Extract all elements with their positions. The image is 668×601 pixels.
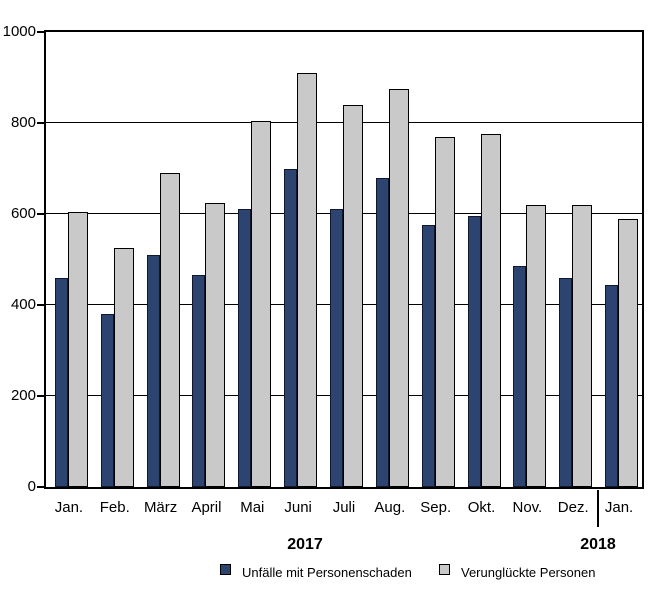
- bar-group-11: [550, 32, 596, 487]
- bar-unfaelle-7: [375, 177, 389, 487]
- bar-verunglueckte-11: [572, 204, 593, 487]
- bar-verunglueckte-12: [618, 218, 639, 487]
- bar-unfaelle-8: [421, 225, 435, 487]
- bar-verunglueckte-8: [434, 136, 455, 487]
- bar-verunglueckte-9: [480, 134, 501, 487]
- y-tick-600: [37, 213, 44, 215]
- bar-unfaelle-2: [146, 254, 160, 487]
- bar-group-10: [504, 32, 550, 487]
- x-tick-label-7: Aug.: [374, 499, 406, 516]
- bar-verunglueckte-6: [342, 104, 363, 487]
- year-label-2018: 2018: [580, 536, 616, 553]
- bar-group-12: [596, 32, 642, 487]
- legend-swatch-verungl: [439, 564, 450, 575]
- y-tick-label-600: 600: [10, 205, 36, 222]
- x-tick-label-12: Jan.: [604, 499, 634, 516]
- bar-group-2: [138, 32, 184, 487]
- bar-verunglueckte-1: [113, 248, 134, 487]
- bar-verunglueckte-5: [297, 72, 318, 487]
- bar-group-1: [92, 32, 138, 487]
- y-tick-label-1000: 1000: [2, 23, 36, 40]
- x-tick-label-9: Okt.: [467, 499, 496, 516]
- bar-group-6: [321, 32, 367, 487]
- bar-unfaelle-9: [467, 216, 481, 487]
- y-tick-200: [37, 395, 44, 397]
- bar-unfaelle-6: [329, 209, 343, 487]
- bar-group-0: [46, 32, 92, 487]
- x-tick-label-10: Nov.: [512, 499, 543, 516]
- legend-label-verungl: Verunglückte Personen: [461, 565, 596, 580]
- bar-verunglueckte-0: [67, 211, 88, 487]
- x-tick-label-6: Juli: [332, 499, 356, 516]
- y-tick-label-400: 400: [10, 296, 36, 313]
- bar-unfaelle-11: [559, 277, 573, 487]
- bar-verunglueckte-3: [205, 202, 226, 487]
- y-tick-label-0: 0: [27, 478, 36, 495]
- bar-verunglueckte-7: [388, 88, 409, 487]
- legend-label-unfaelle: Unfälle mit Personenschaden: [242, 565, 412, 580]
- bar-unfaelle-12: [605, 284, 619, 487]
- plot-area: [44, 30, 644, 489]
- bar-unfaelle-5: [284, 168, 298, 487]
- year-separator-line: [597, 490, 599, 527]
- bar-unfaelle-4: [238, 209, 252, 487]
- x-tick-label-5: Juni: [284, 499, 312, 516]
- x-tick-label-0: Jan.: [54, 499, 84, 516]
- bar-unfaelle-10: [513, 266, 527, 487]
- bar-verunglueckte-2: [159, 173, 180, 487]
- y-tick-label-200: 200: [10, 387, 36, 404]
- x-tick-label-2: März: [143, 499, 178, 516]
- y-tick-400: [37, 304, 44, 306]
- y-tick-1000: [37, 31, 44, 33]
- bar-unfaelle-3: [192, 275, 206, 487]
- bar-unfaelle-1: [100, 314, 114, 487]
- x-tick-label-8: Sep.: [420, 499, 452, 516]
- bar-group-9: [459, 32, 505, 487]
- year-label-2017: 2017: [287, 536, 323, 553]
- y-tick-0: [37, 486, 44, 488]
- bar-group-4: [229, 32, 275, 487]
- bar-group-3: [184, 32, 230, 487]
- x-tick-label-1: Feb.: [99, 499, 130, 516]
- x-tick-label-4: Mai: [240, 499, 265, 516]
- bar-verunglueckte-10: [526, 204, 547, 487]
- x-tick-label-11: Dez.: [557, 499, 589, 516]
- y-tick-800: [37, 122, 44, 124]
- legend-swatch-unfaelle: [220, 564, 231, 575]
- bar-group-5: [275, 32, 321, 487]
- bar-group-8: [413, 32, 459, 487]
- bar-verunglueckte-4: [251, 120, 272, 487]
- x-tick-label-3: April: [191, 499, 222, 516]
- bar-group-7: [367, 32, 413, 487]
- bar-unfaelle-0: [54, 277, 68, 487]
- y-tick-label-800: 800: [10, 114, 36, 131]
